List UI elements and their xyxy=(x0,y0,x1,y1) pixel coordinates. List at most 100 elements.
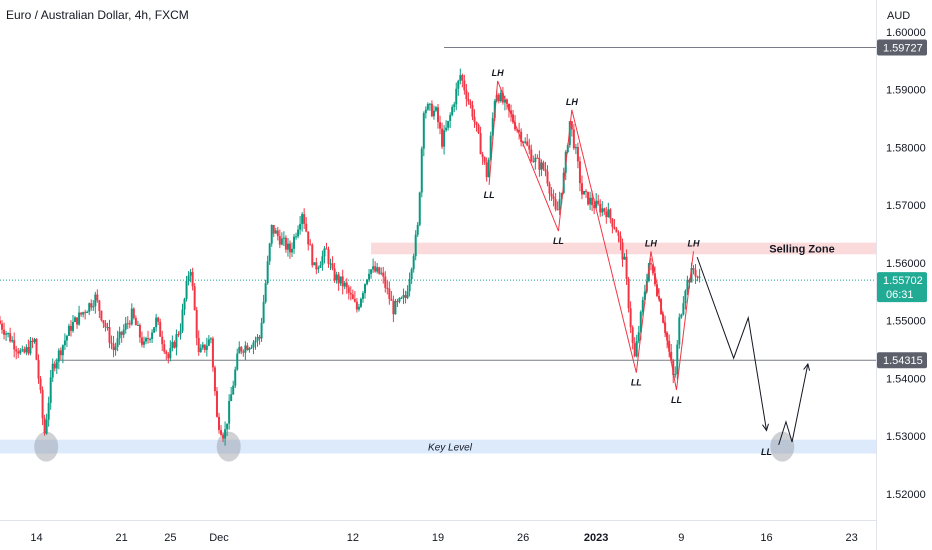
candle-body xyxy=(560,192,563,200)
candle-body xyxy=(343,282,346,287)
currency-label: AUD xyxy=(887,10,910,22)
candle-body xyxy=(260,322,263,339)
pivot-label-ll: LL xyxy=(553,236,564,246)
candle-body xyxy=(430,103,433,117)
candle-body xyxy=(473,116,476,122)
candle-body xyxy=(84,312,87,314)
candle-body xyxy=(461,75,464,81)
candle xyxy=(481,151,484,165)
candle-body xyxy=(303,214,306,224)
candle xyxy=(114,342,117,356)
candle xyxy=(633,337,636,358)
candle-body xyxy=(580,183,583,195)
candle xyxy=(288,240,291,259)
candle-body xyxy=(142,341,145,345)
candle xyxy=(587,191,590,206)
candle xyxy=(390,290,393,301)
candle-body xyxy=(299,223,302,230)
candle xyxy=(653,266,656,287)
candle-body xyxy=(611,218,614,227)
candle-body xyxy=(501,92,504,103)
candle-body xyxy=(211,338,214,368)
candle xyxy=(82,311,85,318)
candle xyxy=(461,73,464,88)
price-tick-label: 1.56000 xyxy=(886,258,926,270)
candle-body xyxy=(374,266,377,272)
candle xyxy=(293,233,296,254)
candle-body xyxy=(242,351,245,353)
candle-body xyxy=(112,343,115,351)
candle-body xyxy=(532,161,535,163)
candle xyxy=(641,296,644,317)
candle xyxy=(183,297,186,316)
candle xyxy=(238,341,241,354)
candle-body xyxy=(94,294,97,307)
candle-body xyxy=(489,135,492,160)
candle xyxy=(215,387,218,418)
candle xyxy=(130,303,133,326)
candle xyxy=(201,341,204,350)
candle xyxy=(74,316,77,323)
candle xyxy=(392,295,395,323)
candle-body xyxy=(357,306,360,310)
candle-body xyxy=(698,276,701,278)
price-tick-label: 1.55000 xyxy=(886,316,926,328)
candle-body xyxy=(355,301,358,310)
candle xyxy=(400,296,403,299)
candle xyxy=(21,345,24,353)
candle-body xyxy=(510,110,512,115)
candle-body xyxy=(416,224,419,235)
candle-body xyxy=(321,256,324,266)
candle xyxy=(585,189,588,198)
candle-body xyxy=(333,268,336,281)
candle-body xyxy=(574,147,577,149)
candle-body xyxy=(384,276,387,288)
candle-body xyxy=(224,429,227,439)
candle xyxy=(11,336,14,343)
candle-body xyxy=(31,340,34,342)
candle xyxy=(449,112,452,128)
candle-body xyxy=(487,159,490,178)
candle-body xyxy=(353,299,356,302)
candle xyxy=(355,298,358,313)
candle-body xyxy=(207,339,210,346)
candle xyxy=(605,206,608,224)
price-tick-label: 1.53000 xyxy=(886,431,926,443)
candle-body xyxy=(51,363,54,378)
time-tick-label: 9 xyxy=(678,532,684,544)
candle-body xyxy=(25,347,28,353)
candle-body xyxy=(633,343,636,357)
candle-body xyxy=(47,402,50,420)
candle-body xyxy=(126,323,129,325)
candle xyxy=(0,316,1,325)
pivot-label-ll: LL xyxy=(484,190,495,200)
candle xyxy=(432,105,435,120)
candle xyxy=(92,300,95,311)
candle xyxy=(240,346,243,355)
candle-body xyxy=(293,236,296,249)
candle xyxy=(153,326,156,333)
candle xyxy=(43,414,46,436)
candle-body xyxy=(246,345,249,351)
candle-body xyxy=(128,323,131,325)
candle-body xyxy=(434,107,437,111)
candle xyxy=(463,74,466,95)
candle xyxy=(601,201,604,217)
candle xyxy=(134,315,137,326)
candle xyxy=(378,266,381,275)
candle xyxy=(434,105,437,113)
candle xyxy=(621,238,624,267)
candle xyxy=(572,124,575,150)
candle-body xyxy=(392,300,395,315)
candle-body xyxy=(483,157,486,163)
candle xyxy=(90,299,93,311)
candle-body xyxy=(205,345,208,350)
candle xyxy=(149,337,152,343)
candle-body xyxy=(576,147,579,162)
candle-body xyxy=(65,335,68,341)
candle xyxy=(359,297,362,309)
candle-body xyxy=(603,208,606,212)
candle-body xyxy=(558,199,561,210)
candle xyxy=(475,121,478,132)
